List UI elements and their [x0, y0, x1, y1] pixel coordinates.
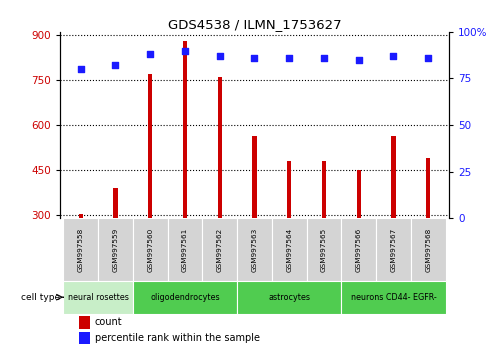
Bar: [322, 161, 326, 218]
Text: neural rosettes: neural rosettes: [68, 293, 129, 302]
Bar: [79, 332, 90, 344]
Bar: [287, 161, 291, 218]
Bar: [168, 218, 203, 281]
Bar: [341, 218, 376, 281]
Text: count: count: [95, 318, 123, 327]
Text: neurons CD44- EGFR-: neurons CD44- EGFR-: [351, 293, 436, 302]
Text: GSM997565: GSM997565: [321, 227, 327, 272]
Text: GSM997559: GSM997559: [112, 227, 118, 272]
Bar: [237, 218, 272, 281]
Title: GDS4538 / ILMN_1753627: GDS4538 / ILMN_1753627: [168, 18, 341, 31]
Bar: [341, 281, 446, 314]
Bar: [426, 158, 430, 218]
Text: cell type: cell type: [21, 293, 60, 302]
Text: oligodendrocytes: oligodendrocytes: [150, 293, 220, 302]
Bar: [148, 74, 152, 218]
Text: astrocytes: astrocytes: [268, 293, 310, 302]
Text: GSM997564: GSM997564: [286, 227, 292, 272]
Text: percentile rank within the sample: percentile rank within the sample: [95, 333, 260, 343]
Bar: [272, 218, 306, 281]
Bar: [98, 218, 133, 281]
Bar: [79, 214, 83, 218]
Text: GSM997560: GSM997560: [147, 227, 153, 272]
Bar: [306, 218, 341, 281]
Bar: [391, 136, 396, 218]
Bar: [357, 170, 361, 218]
Bar: [376, 218, 411, 281]
Point: [320, 55, 328, 61]
Bar: [183, 41, 187, 218]
Point: [424, 55, 432, 61]
Bar: [113, 188, 118, 218]
Bar: [79, 316, 90, 329]
Point: [390, 53, 398, 59]
Point: [77, 66, 85, 72]
Bar: [252, 136, 256, 218]
Text: GSM997568: GSM997568: [425, 227, 431, 272]
Point: [181, 48, 189, 53]
Text: GSM997567: GSM997567: [391, 227, 397, 272]
Bar: [203, 218, 237, 281]
Bar: [133, 281, 237, 314]
Point: [111, 63, 119, 68]
Text: GSM997563: GSM997563: [251, 227, 257, 272]
Point: [216, 53, 224, 59]
Point: [146, 51, 154, 57]
Bar: [63, 218, 98, 281]
Text: GSM997558: GSM997558: [78, 227, 84, 272]
Point: [355, 57, 363, 63]
Bar: [133, 218, 168, 281]
Bar: [218, 77, 222, 218]
Text: GSM997566: GSM997566: [356, 227, 362, 272]
Point: [285, 55, 293, 61]
Point: [250, 55, 258, 61]
Text: GSM997562: GSM997562: [217, 227, 223, 272]
Bar: [411, 218, 446, 281]
Bar: [237, 281, 341, 314]
Bar: [63, 281, 133, 314]
Text: GSM997561: GSM997561: [182, 227, 188, 272]
